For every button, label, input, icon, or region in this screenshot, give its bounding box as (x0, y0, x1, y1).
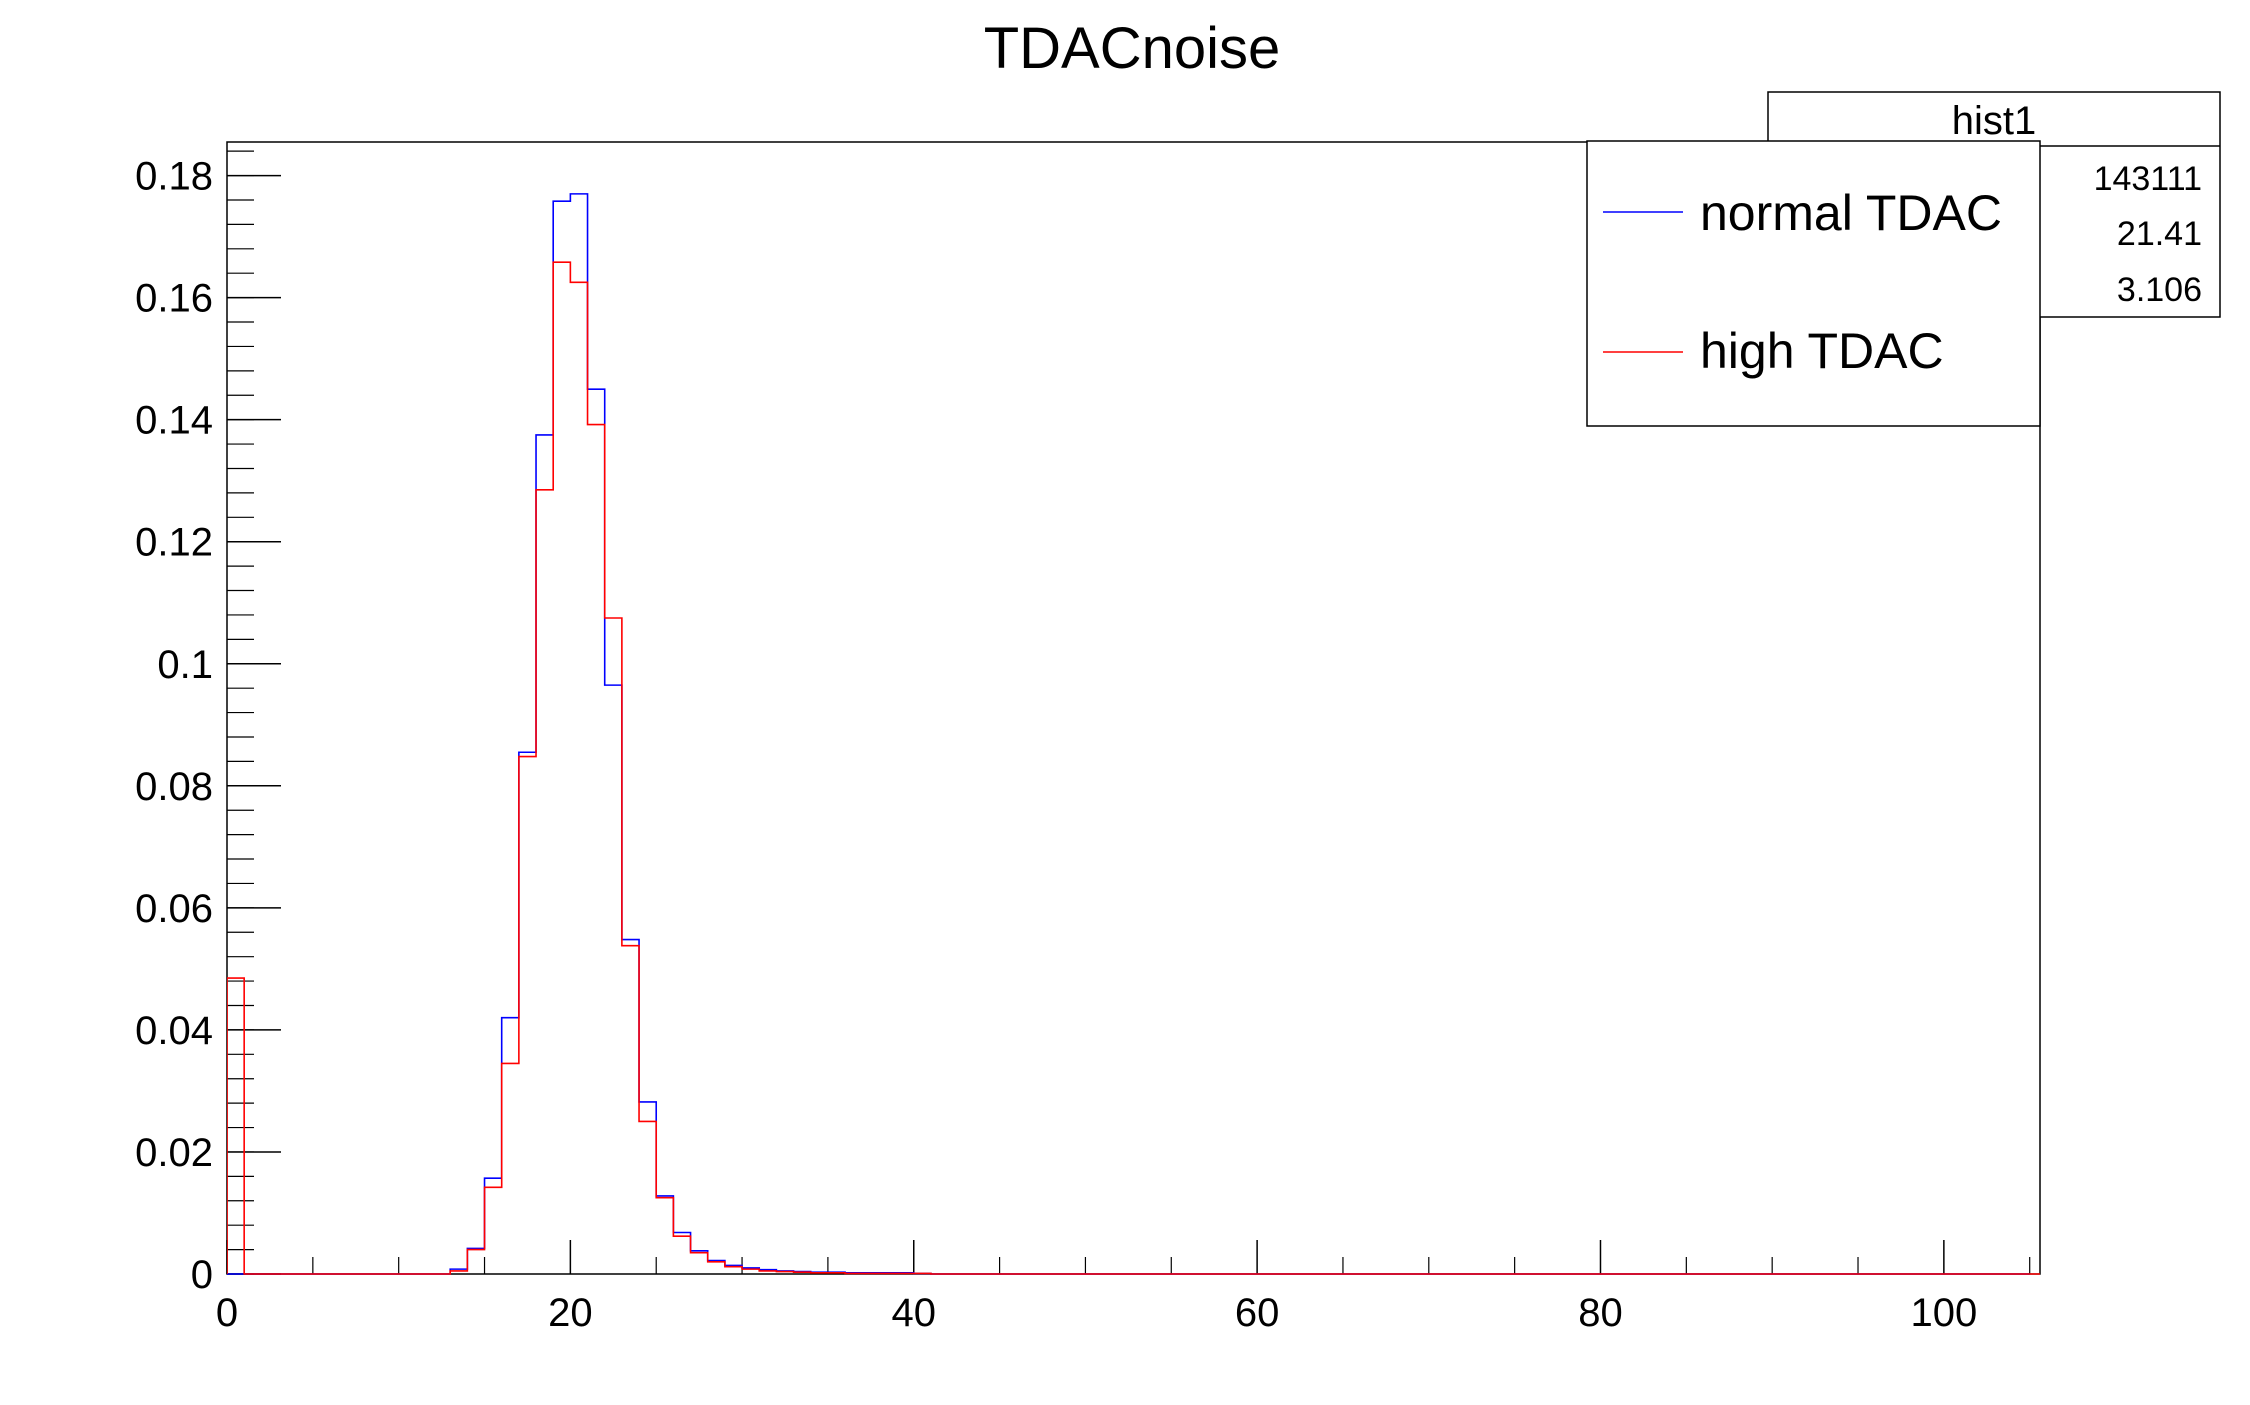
y-tick-label: 0.04 (135, 1009, 213, 1053)
legend-label-normal-tdac: normal TDAC (1700, 185, 2002, 241)
legend-label-high-tdac: high TDAC (1700, 323, 1944, 379)
y-tick-label: 0.12 (135, 521, 213, 565)
y-tick-label: 0.1 (157, 643, 213, 687)
y-tick-label: 0.14 (135, 399, 213, 443)
y-tick-label: 0.06 (135, 887, 213, 931)
x-tick-label: 100 (1910, 1291, 1977, 1335)
y-tick-label: 0.18 (135, 155, 213, 199)
legend: normal TDAC high TDAC (1586, 140, 2041, 427)
x-tick-label: 80 (1578, 1291, 1623, 1335)
x-tick-label: 60 (1235, 1291, 1280, 1335)
x-tick-label: 40 (891, 1291, 936, 1335)
y-axis: 0 0.02 0.04 0.06 0.08 0.1 0.12 0.14 0.16 0.18 (135, 150, 281, 1297)
histogram-series-layer (227, 193, 2040, 1275)
y-tick-label: 0.08 (135, 765, 213, 809)
x-tick-label: 20 (548, 1291, 593, 1335)
y-tick-label: 0.16 (135, 277, 213, 321)
stats-box-title: hist1 (1952, 99, 2037, 143)
x-axis: 0 20 40 60 80 100 (216, 1240, 2031, 1335)
y-tick-label: 0.02 (135, 1131, 213, 1175)
y-tick-label: 0 (191, 1253, 213, 1297)
stats-stddev-value: 3.106 (2117, 271, 2202, 309)
stats-entries-value: 143111 (2094, 160, 2202, 198)
chart-title: TDACnoise (984, 16, 1281, 81)
stats-mean-value: 21.41 (2117, 215, 2202, 253)
histogram-series-high-tdac (227, 261, 2040, 1275)
x-tick-label: 0 (216, 1291, 238, 1335)
